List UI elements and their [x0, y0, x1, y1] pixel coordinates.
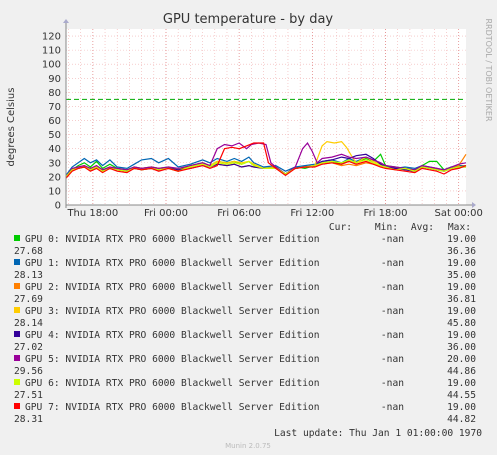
- y-tick-label: 90: [48, 74, 61, 85]
- legend-cur-gpu-2: -nan: [381, 282, 404, 293]
- legend-current-gpu-6: 27.51: [14, 390, 43, 401]
- legend-min-gpu-1: 19.00: [447, 258, 476, 269]
- y-tick-label: 10: [48, 186, 61, 197]
- legend-current-gpu-3: 28.14: [14, 318, 43, 329]
- legend-name-gpu-6: GPU 6: NVIDIA RTX PRO 6000 Blackwell Ser…: [25, 378, 320, 389]
- legend-max-gpu-6: 44.55: [447, 390, 476, 401]
- legend-min-gpu-0: 19.00: [447, 234, 476, 245]
- y-ticks: 0 10 20 30 40 50 60 70 80 90 100 110 120: [42, 32, 61, 212]
- legend-min-gpu-5: 20.00: [447, 354, 476, 365]
- legend-current-gpu-2: 27.69: [14, 294, 43, 305]
- chart-title: GPU temperature - by day: [163, 12, 334, 27]
- grid: [66, 29, 466, 205]
- legend-name-gpu-7: GPU 7: NVIDIA RTX PRO 6000 Blackwell Ser…: [25, 402, 320, 413]
- legend-header-avg: Avg:: [411, 222, 434, 233]
- legend-name-gpu-1: GPU 1: NVIDIA RTX PRO 6000 Blackwell Ser…: [25, 258, 320, 269]
- munin-version: Munin 2.0.75: [225, 442, 271, 450]
- legend-max-gpu-0: 36.36: [447, 246, 476, 257]
- series-line-gpu-7: [65, 142, 467, 179]
- rrdtool-credit: RRDTOOL / TOBI OETIKER: [484, 18, 493, 121]
- legend-cur-gpu-5: -nan: [381, 354, 404, 365]
- legend-swatch-gpu-3: [14, 307, 20, 313]
- legend-swatch-gpu-4: [14, 331, 20, 337]
- x-axis-arrow: [472, 202, 476, 208]
- legend-swatch-gpu-1: [14, 259, 20, 265]
- plot-area: [66, 29, 466, 205]
- legend-current-gpu-5: 29.56: [14, 366, 43, 377]
- legend-min-gpu-4: 19.00: [447, 330, 476, 341]
- legend-name-gpu-5: GPU 5: NVIDIA RTX PRO 6000 Blackwell Ser…: [25, 354, 320, 365]
- legend-cur-gpu-6: -nan: [381, 378, 404, 389]
- y-axis-arrow: [63, 19, 69, 23]
- y-tick-label: 110: [42, 46, 61, 57]
- last-update: Last update: Thu Jan 1 01:00:00 1970: [274, 428, 482, 439]
- series-line-gpu-6: [65, 159, 466, 178]
- x-tick-label: Fri 06:00: [217, 208, 261, 219]
- y-tick-label: 100: [42, 60, 61, 71]
- legend-cur-gpu-0: -nan: [381, 234, 404, 245]
- legend-max-gpu-2: 36.81: [447, 294, 476, 305]
- legend-min-gpu-2: 19.00: [447, 282, 476, 293]
- legend-min-gpu-6: 19.00: [447, 378, 476, 389]
- legend-max-gpu-1: 35.00: [447, 270, 476, 281]
- y-tick-label: 30: [48, 158, 61, 169]
- legend-swatch-gpu-0: [14, 235, 20, 241]
- x-tick-label: Sat 00:00: [434, 208, 482, 219]
- legend-header-min: Min:: [375, 222, 398, 233]
- legend-cur-gpu-3: -nan: [381, 306, 404, 317]
- legend-cur-gpu-4: -nan: [381, 330, 404, 341]
- legend-min-gpu-7: 19.00: [447, 402, 476, 413]
- legend-current-gpu-0: 27.68: [14, 246, 43, 257]
- x-tick-label: Thu 18:00: [66, 208, 118, 219]
- legend: Cur: Min: Avg: Max: GPU 0: NVIDIA RTX PR…: [14, 222, 476, 425]
- y-tick-label: 40: [48, 144, 61, 155]
- legend-cur-gpu-1: -nan: [381, 258, 404, 269]
- y-tick-label: 70: [48, 102, 61, 113]
- series-lines: [65, 140, 467, 179]
- legend-name-gpu-0: GPU 0: NVIDIA RTX PRO 6000 Blackwell Ser…: [25, 234, 320, 245]
- legend-current-gpu-1: 28.13: [14, 270, 43, 281]
- series-line-gpu-5: [65, 141, 467, 178]
- y-tick-label: 120: [42, 32, 61, 43]
- legend-current-gpu-4: 27.02: [14, 342, 43, 353]
- legend-swatch-gpu-5: [14, 355, 20, 361]
- legend-swatch-gpu-6: [14, 379, 20, 385]
- legend-max-gpu-3: 45.80: [447, 318, 476, 329]
- legend-name-gpu-2: GPU 2: NVIDIA RTX PRO 6000 Blackwell Ser…: [25, 282, 320, 293]
- y-axis-label: degrees Celsius: [6, 88, 17, 167]
- x-tick-label: Fri 12:00: [290, 208, 334, 219]
- y-tick-label: 0: [55, 201, 61, 212]
- legend-current-gpu-7: 28.31: [14, 414, 43, 425]
- series-line-gpu-1: [65, 156, 466, 176]
- axes: [63, 19, 476, 208]
- y-tick-label: 60: [48, 116, 61, 127]
- y-tick-label: 80: [48, 88, 61, 99]
- legend-header-cur: Cur:: [329, 222, 352, 233]
- x-tick-label: Fri 18:00: [364, 208, 408, 219]
- y-tick-label: 20: [48, 172, 61, 183]
- legend-swatch-gpu-2: [14, 283, 20, 289]
- legend-max-gpu-5: 44.86: [447, 366, 476, 377]
- legend-min-gpu-3: 19.00: [447, 306, 476, 317]
- legend-header-max: Max:: [448, 222, 471, 233]
- x-tick-label: Fri 00:00: [144, 208, 188, 219]
- legend-max-gpu-7: 44.82: [447, 414, 476, 425]
- legend-name-gpu-4: GPU 4: NVIDIA RTX PRO 6000 Blackwell Ser…: [25, 330, 320, 341]
- legend-cur-gpu-7: -nan: [381, 402, 404, 413]
- y-tick-label: 50: [48, 130, 61, 141]
- legend-name-gpu-3: GPU 3: NVIDIA RTX PRO 6000 Blackwell Ser…: [25, 306, 320, 317]
- legend-max-gpu-4: 36.00: [447, 342, 476, 353]
- legend-swatch-gpu-7: [14, 403, 20, 409]
- x-ticks: Thu 18:00 Fri 00:00 Fri 06:00 Fri 12:00 Fri …: [66, 208, 482, 219]
